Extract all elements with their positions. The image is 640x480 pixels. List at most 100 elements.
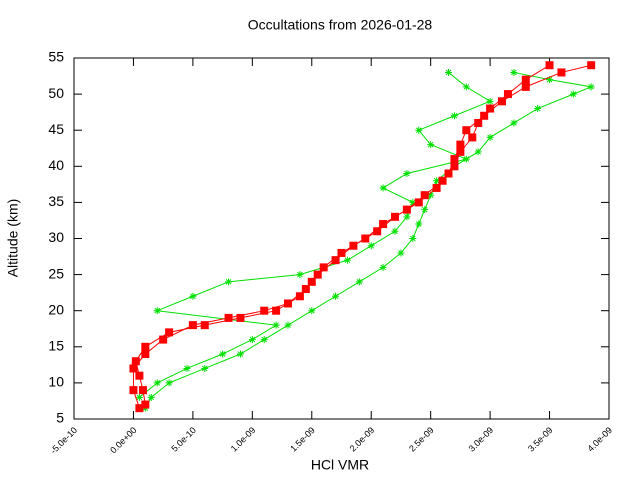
point bbox=[343, 256, 351, 264]
y-tick-label: 45 bbox=[48, 121, 64, 137]
x-tick-label: 1.5e-09 bbox=[288, 425, 317, 454]
point bbox=[569, 90, 577, 98]
point bbox=[409, 235, 417, 242]
point bbox=[391, 227, 399, 235]
point bbox=[301, 285, 310, 294]
point bbox=[403, 170, 411, 178]
point bbox=[415, 220, 423, 228]
point bbox=[503, 90, 512, 99]
point bbox=[331, 256, 340, 265]
point bbox=[367, 242, 375, 250]
point bbox=[545, 61, 554, 70]
point bbox=[219, 350, 227, 358]
y-tick-label: 5 bbox=[56, 410, 64, 426]
point bbox=[415, 126, 423, 134]
point bbox=[272, 321, 280, 329]
point bbox=[534, 105, 542, 113]
y-tick-label: 30 bbox=[48, 229, 64, 245]
x-tick-label: 1.0e-09 bbox=[229, 425, 258, 454]
x-tick-label: 0.0e+00 bbox=[108, 425, 138, 455]
point bbox=[379, 184, 387, 192]
point bbox=[129, 364, 138, 373]
point bbox=[546, 76, 554, 84]
point bbox=[141, 400, 150, 409]
point bbox=[379, 263, 387, 271]
point bbox=[421, 206, 429, 214]
point bbox=[474, 148, 482, 156]
x-tick-label: 5.0e-10 bbox=[169, 425, 198, 454]
x-tick-label: -5.0e-10 bbox=[48, 425, 79, 456]
point bbox=[462, 155, 470, 163]
point bbox=[432, 183, 441, 192]
point bbox=[462, 126, 471, 135]
point bbox=[224, 313, 233, 322]
point bbox=[373, 227, 382, 236]
series bbox=[135, 68, 494, 401]
point bbox=[445, 68, 452, 76]
point bbox=[141, 350, 150, 359]
point bbox=[337, 248, 346, 257]
point bbox=[391, 212, 399, 221]
y-tick-label: 25 bbox=[48, 265, 64, 281]
y-tick-label: 35 bbox=[48, 193, 64, 209]
point bbox=[444, 169, 453, 178]
y-tick-label: 10 bbox=[48, 374, 64, 390]
point bbox=[450, 112, 458, 120]
point bbox=[200, 321, 209, 330]
x-tick-label: 2.0e-09 bbox=[348, 425, 377, 454]
point bbox=[141, 342, 150, 351]
point bbox=[147, 393, 155, 401]
point bbox=[450, 155, 459, 164]
x-axis-label: HCl VMR bbox=[311, 457, 369, 473]
point bbox=[188, 321, 197, 330]
point bbox=[587, 83, 595, 91]
point bbox=[260, 306, 269, 315]
point bbox=[498, 97, 506, 106]
y-tick-label: 20 bbox=[48, 301, 64, 317]
point bbox=[131, 357, 140, 366]
series-line bbox=[139, 72, 492, 398]
point bbox=[521, 75, 530, 84]
point bbox=[138, 386, 147, 395]
point bbox=[135, 371, 144, 380]
chart-title: Occultations from 2026-01-28 bbox=[248, 17, 433, 33]
point bbox=[480, 111, 489, 120]
point bbox=[308, 307, 316, 315]
point bbox=[313, 270, 322, 279]
point bbox=[462, 83, 470, 91]
point bbox=[296, 271, 304, 279]
point bbox=[379, 220, 388, 229]
series-line bbox=[144, 71, 593, 409]
point bbox=[450, 162, 459, 171]
point bbox=[332, 292, 340, 300]
series bbox=[131, 61, 554, 409]
point bbox=[355, 278, 363, 286]
point bbox=[409, 198, 417, 206]
series bbox=[141, 68, 595, 412]
point bbox=[414, 198, 423, 207]
point bbox=[135, 393, 143, 401]
point bbox=[486, 104, 495, 113]
y-tick-label: 15 bbox=[48, 338, 64, 354]
point bbox=[284, 299, 292, 308]
point bbox=[510, 119, 518, 127]
series bbox=[129, 61, 596, 413]
point bbox=[486, 133, 494, 141]
point bbox=[433, 177, 441, 185]
point bbox=[284, 321, 292, 329]
point bbox=[403, 213, 411, 221]
point bbox=[260, 336, 268, 344]
point bbox=[272, 306, 281, 315]
point bbox=[295, 292, 304, 301]
x-tick-label: 2.5e-09 bbox=[407, 425, 436, 454]
point bbox=[189, 292, 197, 300]
point bbox=[521, 82, 530, 91]
point bbox=[236, 313, 245, 322]
point bbox=[456, 147, 465, 156]
point bbox=[236, 350, 244, 358]
point bbox=[153, 379, 161, 387]
point bbox=[420, 191, 429, 200]
point bbox=[510, 68, 518, 76]
point bbox=[587, 61, 596, 70]
point bbox=[225, 278, 233, 286]
